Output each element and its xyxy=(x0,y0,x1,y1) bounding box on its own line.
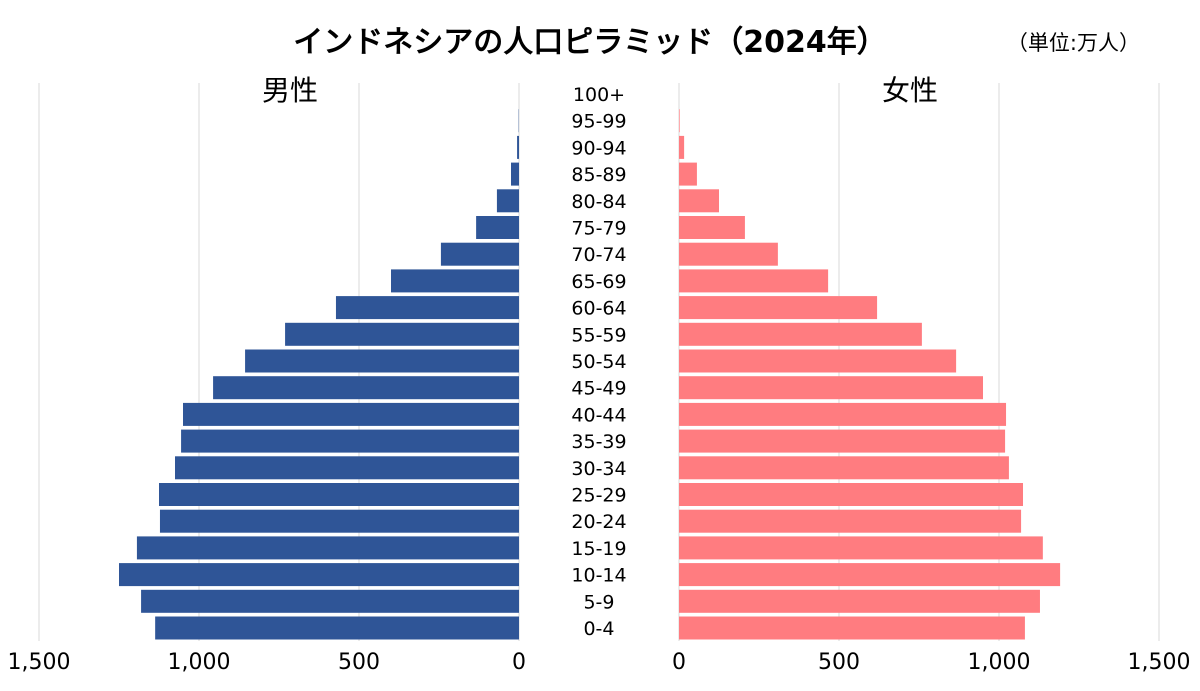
bar-female-35-39 xyxy=(679,430,1005,453)
bar-male-20-24 xyxy=(160,510,519,533)
age-group-label: 95-99 xyxy=(571,111,626,133)
age-group-label: 70-74 xyxy=(571,244,626,266)
bar-female-50-54 xyxy=(679,350,956,373)
bar-male-10-14 xyxy=(119,563,519,586)
bar-male-45-49 xyxy=(213,376,519,399)
male-label: 男性 xyxy=(262,74,318,107)
x-tick-label-male: 1,000 xyxy=(168,650,231,675)
age-group-label: 55-59 xyxy=(571,324,626,346)
bar-male-30-34 xyxy=(175,456,519,479)
age-group-label: 15-19 xyxy=(571,538,626,560)
x-tick-label-female: 1,500 xyxy=(1128,650,1191,675)
bar-female-55-59 xyxy=(679,323,922,346)
x-tick-label-female: 1,000 xyxy=(968,650,1031,675)
bar-female-65-69 xyxy=(679,269,828,292)
age-group-label: 80-84 xyxy=(571,191,626,213)
x-tick-label-male: 1,500 xyxy=(8,650,71,675)
bar-male-5-9 xyxy=(141,590,519,613)
bar-female-85-89 xyxy=(679,163,697,186)
bar-male-85-89 xyxy=(511,163,519,186)
bar-male-50-54 xyxy=(245,350,519,373)
female-label: 女性 xyxy=(882,74,938,107)
bar-male-90-94 xyxy=(517,136,519,159)
bar-female-75-79 xyxy=(679,216,745,239)
unit-note: （単位:万人） xyxy=(1007,31,1140,55)
bar-male-80-84 xyxy=(497,189,519,212)
age-group-label: 85-89 xyxy=(571,164,626,186)
age-group-label: 10-14 xyxy=(571,565,626,587)
bar-female-0-4 xyxy=(679,617,1025,640)
x-tick-label-female: 0 xyxy=(672,650,686,675)
age-group-label: 100+ xyxy=(573,84,625,106)
bar-female-45-49 xyxy=(679,376,983,399)
age-group-label: 50-54 xyxy=(571,351,626,373)
bar-female-90-94 xyxy=(679,136,684,159)
age-group-label: 25-29 xyxy=(571,485,626,507)
x-tick-label-male: 0 xyxy=(512,650,526,675)
bar-female-95-99 xyxy=(679,109,680,132)
bar-female-70-74 xyxy=(679,243,778,266)
bar-male-35-39 xyxy=(181,430,519,453)
bar-female-20-24 xyxy=(679,510,1021,533)
chart-title: インドネシアの人口ピラミッド（2024年） xyxy=(293,25,887,60)
age-group-label: 20-24 xyxy=(571,511,626,533)
bar-male-25-29 xyxy=(159,483,519,506)
bar-male-65-69 xyxy=(391,269,519,292)
x-tick-label-female: 500 xyxy=(818,650,860,675)
age-group-label: 5-9 xyxy=(583,591,614,613)
age-group-label: 90-94 xyxy=(571,137,626,159)
age-group-label: 40-44 xyxy=(571,404,626,426)
age-group-label: 45-49 xyxy=(571,378,626,400)
age-group-label: 35-39 xyxy=(571,431,626,453)
bar-female-15-19 xyxy=(679,536,1043,559)
bar-female-10-14 xyxy=(679,563,1060,586)
bar-female-60-64 xyxy=(679,296,877,319)
bar-female-40-44 xyxy=(679,403,1006,426)
bar-female-5-9 xyxy=(679,590,1040,613)
bar-male-60-64 xyxy=(336,296,519,319)
bar-male-0-4 xyxy=(155,617,519,640)
bar-female-80-84 xyxy=(679,189,719,212)
bar-female-25-29 xyxy=(679,483,1023,506)
bar-male-75-79 xyxy=(476,216,519,239)
age-group-label: 75-79 xyxy=(571,218,626,240)
bar-male-70-74 xyxy=(441,243,519,266)
bar-female-30-34 xyxy=(679,456,1009,479)
bar-male-15-19 xyxy=(137,536,519,559)
age-group-label: 65-69 xyxy=(571,271,626,293)
bar-male-40-44 xyxy=(183,403,519,426)
age-group-label: 30-34 xyxy=(571,458,626,480)
age-group-label: 60-64 xyxy=(571,298,626,320)
age-group-label: 0-4 xyxy=(583,618,614,640)
x-tick-label-male: 500 xyxy=(338,650,380,675)
bar-male-55-59 xyxy=(285,323,519,346)
